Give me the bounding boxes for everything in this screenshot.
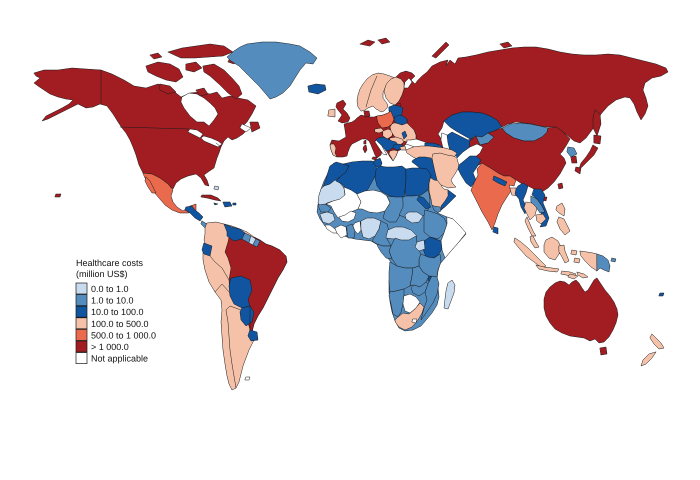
svg-text:> 1 000.0: > 1 000.0 [91, 342, 129, 352]
svg-text:Healthcare costs: Healthcare costs [76, 258, 144, 268]
svg-text:10.0 to 100.0: 10.0 to 100.0 [91, 307, 144, 317]
svg-text:(million US$): (million US$) [76, 269, 128, 279]
svg-text:500.0 to 1 000.0: 500.0 to 1 000.0 [91, 330, 156, 340]
svg-text:Not applicable: Not applicable [91, 354, 148, 364]
svg-text:100.0 to 500.0: 100.0 to 500.0 [91, 319, 149, 329]
svg-text:1.0 to 10.0: 1.0 to 10.0 [91, 296, 134, 306]
svg-text:0.0 to 1.0: 0.0 to 1.0 [91, 284, 129, 294]
